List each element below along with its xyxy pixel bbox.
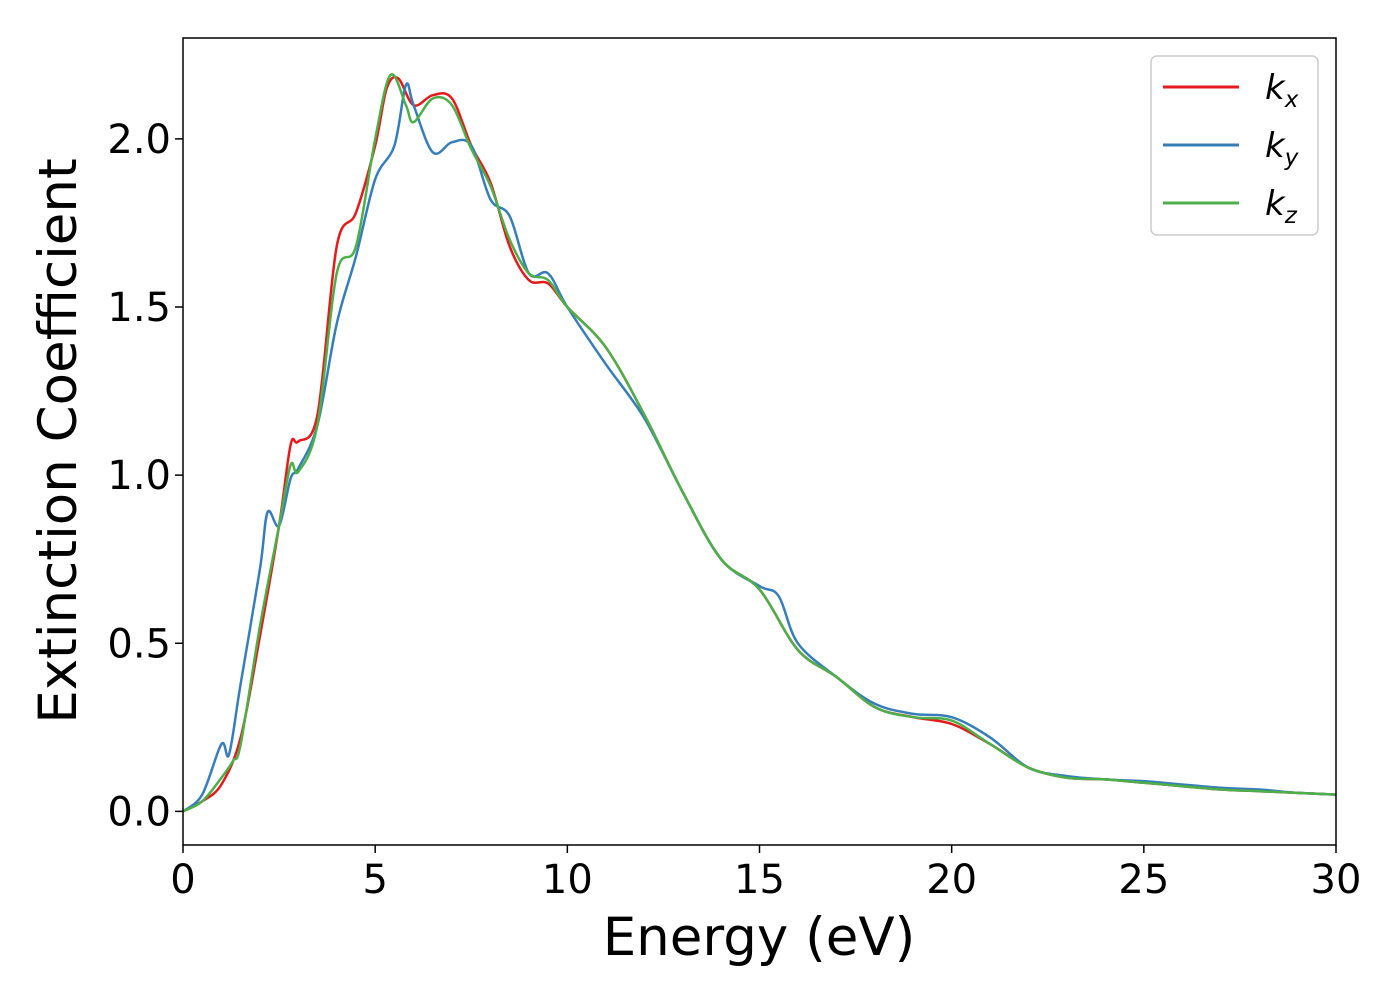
legend-label-kz: kz <box>1265 184 1298 229</box>
x-axis: 0 5 10 15 20 25 30 <box>170 845 1361 903</box>
y-axis-title: Extinction Coefficient <box>28 158 89 724</box>
y-tick-label: 1.5 <box>107 285 171 331</box>
x-tick-label: 0 <box>170 857 195 903</box>
x-tick-label: 30 <box>1311 857 1362 903</box>
x-axis-title: Energy (eV) <box>603 907 916 968</box>
y-tick-label: 1.0 <box>107 453 171 499</box>
series-line-kz <box>182 73 1337 813</box>
y-tick-label: 2.0 <box>107 117 171 163</box>
legend: kx ky kz <box>1150 55 1319 236</box>
x-tick-label: 10 <box>542 857 593 903</box>
x-tick-label: 25 <box>1118 857 1169 903</box>
series-layer <box>182 73 1337 813</box>
y-tick-label: 0.5 <box>107 621 171 667</box>
legend-label-ky: ky <box>1265 126 1299 171</box>
legend-label-kx: kx <box>1265 68 1299 113</box>
y-axis: 0.0 0.5 1.0 1.5 2.0 <box>107 117 183 835</box>
y-tick-label: 0.0 <box>107 789 171 835</box>
x-tick-label: 20 <box>926 857 977 903</box>
x-tick-label: 15 <box>734 857 785 903</box>
x-tick-label: 5 <box>362 857 387 903</box>
